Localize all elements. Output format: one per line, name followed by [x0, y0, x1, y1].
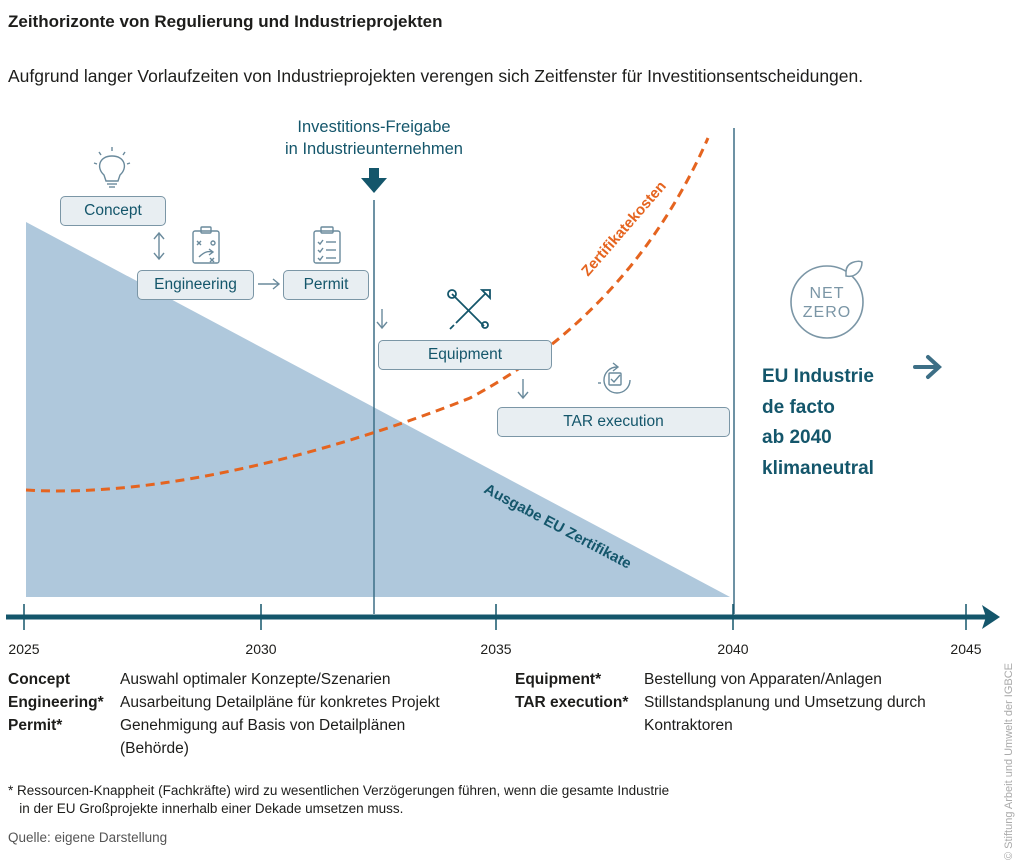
chart-subtitle: Aufgrund langer Vorlaufzeiten von Indust… — [8, 66, 864, 86]
tick-label-2040: 2040 — [717, 641, 748, 657]
eu-climate-neutral-label: EU Industrie de facto ab 2040 klimaneutr… — [762, 362, 874, 484]
net-zero-line2: ZERO — [803, 304, 851, 321]
strategy-plan-icon — [192, 226, 220, 264]
tick-label-2045: 2045 — [950, 641, 981, 657]
investment-arrow-icon — [361, 168, 387, 193]
copyright-note: © Stiftung Arbeit und Umwelt der IGBCE — [1003, 662, 1015, 860]
clipboard-icon — [313, 226, 341, 264]
eu-label-line1: EU Industrie — [762, 366, 874, 387]
concept-box: Concept — [60, 196, 166, 226]
axis-ticks — [23, 604, 967, 630]
footnote: * Ressourcen-Knappheit (Fachkräfte) wird… — [8, 783, 670, 816]
legend-value: Stillstandsplanung und Umsetzung durch — [644, 694, 926, 711]
tick-label-2035: 2035 — [480, 641, 511, 657]
legend-value: Auswahl optimaler Konzepte/Szenarien — [120, 671, 391, 688]
eu-label-line3: ab 2040 — [762, 427, 832, 448]
eu-label-line4: klimaneutral — [762, 457, 874, 479]
legend-value: (Behörde) — [120, 740, 189, 757]
engineering-permit-arrow-icon — [258, 278, 281, 290]
legend-value: Ausarbeitung Detailpläne für konkretes P… — [120, 694, 440, 711]
cycle-check-icon — [598, 362, 631, 394]
legend-value: Genehmigung auf Basis von Detailplänen — [120, 717, 406, 734]
legend-key: Permit* — [8, 717, 63, 734]
investment-line2: in Industrieunternehmen — [285, 140, 463, 158]
tar-execution-box: TAR execution — [497, 407, 730, 437]
lightbulb-icon — [93, 147, 131, 188]
timeline-arrow-icon — [982, 605, 1000, 629]
source-note: Quelle: eigene Darstellung — [8, 830, 168, 845]
permit-equipment-arrow-icon — [376, 309, 388, 330]
certificate-cost-label: Zertifikatekosten — [578, 178, 670, 280]
legend-key: TAR execution* — [515, 694, 629, 711]
equipment-box: Equipment — [378, 340, 552, 370]
investment-release-label: Investitions-Freigabe in Industrieuntern… — [260, 116, 488, 160]
chart-title: Zeithorizonte von Regulierung und Indust… — [8, 12, 443, 31]
eu-label-line2: de facto — [762, 396, 835, 418]
tools-icon — [447, 289, 491, 330]
equipment-tar-arrow-icon — [517, 379, 529, 400]
right-arrow-icon — [913, 355, 942, 379]
certificate-cost-curve — [25, 137, 710, 493]
investment-line1: Investitions-Freigabe — [297, 118, 451, 136]
concept-engineering-arrow-icon — [153, 231, 165, 261]
axis-tick-labels: 2025 2030 2035 2040 2045 — [8, 641, 981, 657]
legend-key: Engineering* — [8, 694, 104, 711]
net-zero-icon: NET ZERO — [790, 260, 864, 339]
eu-certificate-area — [26, 222, 730, 597]
tick-label-2030: 2030 — [245, 641, 276, 657]
tick-label-2025: 2025 — [8, 641, 39, 657]
engineering-box: Engineering — [137, 270, 254, 300]
legend-key: Equipment* — [515, 671, 602, 688]
legend-left: Concept Auswahl optimaler Konzepte/Szena… — [8, 668, 508, 768]
legend-value: Bestellung von Apparaten/Anlagen — [644, 671, 882, 688]
legend-right: Equipment* Bestellung von Apparaten/Anla… — [515, 668, 995, 748]
net-zero-line1: NET — [810, 285, 845, 302]
legend-key: Concept — [8, 671, 70, 688]
legend-value: Kontraktoren — [644, 717, 733, 734]
permit-box: Permit — [283, 270, 369, 300]
